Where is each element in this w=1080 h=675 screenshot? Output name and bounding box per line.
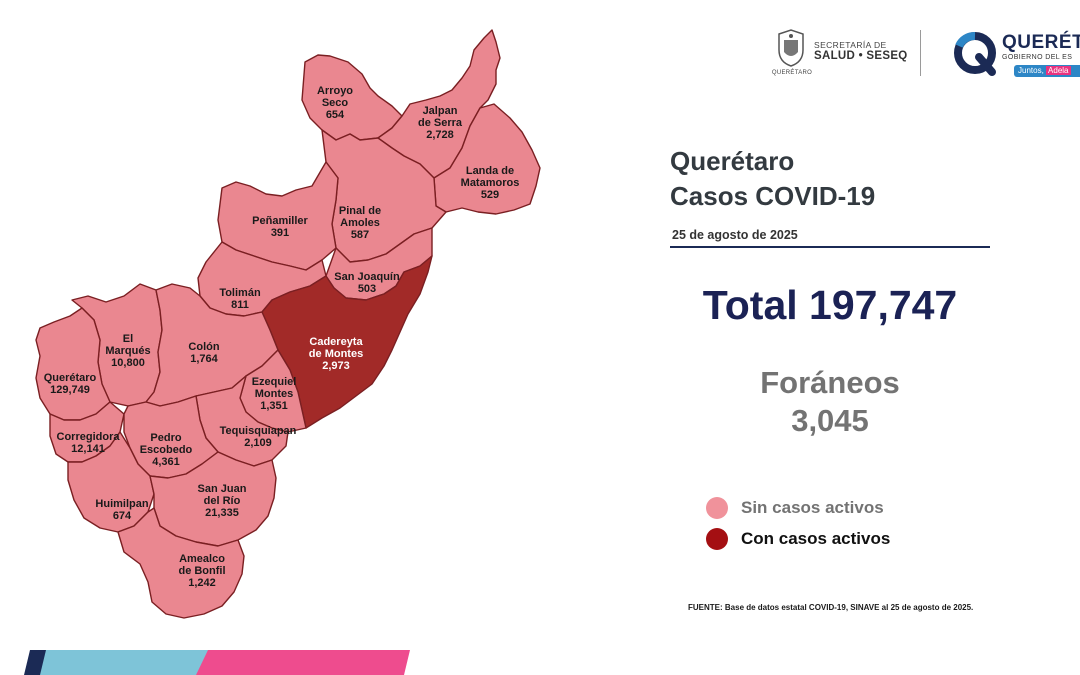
municipality-name: Jalpan bbox=[423, 105, 458, 117]
title-line1: Querétaro bbox=[670, 146, 795, 176]
municipality-label-arroyo-seco: Arroyo Seco 654 bbox=[317, 85, 353, 121]
municipality-label-landa-de-matamoros: Landa de Matamoros 529 bbox=[461, 165, 520, 201]
decorative-bottom-stripe bbox=[24, 650, 410, 675]
municipality-label-pedro-escobedo: Pedro Escobedo 4,361 bbox=[140, 432, 193, 468]
secretaria-line1: SECRETARÍA DE bbox=[814, 40, 887, 50]
municipality-arroyo-seco bbox=[301, 54, 403, 141]
municipality-label-san-juan-del-rio: San Juan del Río 21,335 bbox=[198, 483, 247, 519]
case-count: 654 bbox=[326, 109, 345, 121]
case-count: 674 bbox=[113, 510, 132, 522]
municipality-name: Arroyo bbox=[317, 85, 353, 97]
municipality-label-jalpan-de-serra: Jalpan de Serra 2,728 bbox=[418, 105, 463, 141]
case-count: 529 bbox=[481, 189, 499, 201]
date-divider bbox=[670, 246, 990, 248]
case-count: 503 bbox=[358, 283, 376, 295]
municipality-label-colon: Colón 1,764 bbox=[188, 341, 219, 365]
case-count: 811 bbox=[231, 299, 249, 311]
case-count: 2,109 bbox=[244, 437, 272, 449]
municipality-name: del Río bbox=[204, 495, 241, 507]
municipality-label-penamiller: Peñamiller 391 bbox=[252, 215, 308, 239]
queretaro-map: Arroyo Seco 654 Jalpan de Serra 2,728 Landa de… bbox=[35, 29, 541, 619]
municipality-name: Seco bbox=[322, 97, 349, 109]
municipality-name: Querétaro bbox=[44, 372, 97, 384]
page-title: Querétaro Casos COVID-19 bbox=[670, 144, 875, 214]
municipality-name: Pinal de bbox=[339, 205, 381, 217]
municipality-label-corregidora: Corregidora 12,141 bbox=[57, 431, 121, 455]
municipality-name: Matamoros bbox=[461, 177, 520, 189]
municipality-label-el-marques: El Marqués 10,800 bbox=[105, 333, 150, 369]
foraneos-label: Foráneos bbox=[760, 365, 900, 400]
municipality-name: Tequisquiapan bbox=[220, 425, 297, 437]
municipality-amealco-de-bonfil bbox=[117, 507, 245, 619]
municipality-name: San Joaquín bbox=[334, 271, 400, 283]
brand-name: QUERÉTA bbox=[1002, 32, 1080, 53]
municipality-name: de Montes bbox=[309, 348, 363, 360]
source-note: FUENTE: Base de datos estatal COVID-19, … bbox=[688, 603, 974, 612]
municipality-name: Landa de bbox=[466, 165, 514, 177]
municipality-name: Tolimán bbox=[219, 287, 261, 299]
legend-label-con: Con casos activos bbox=[741, 529, 891, 548]
slogan-part-a: Juntos, bbox=[1018, 66, 1044, 75]
queretaro-q-logo-icon bbox=[954, 32, 996, 76]
municipality-name: Escobedo bbox=[140, 444, 193, 456]
municipality-name: Peñamiller bbox=[252, 215, 308, 227]
case-count: 1,764 bbox=[190, 353, 218, 365]
case-count: 587 bbox=[351, 229, 369, 241]
title-line2: Casos COVID-19 bbox=[670, 181, 876, 211]
municipality-name: Colón bbox=[188, 341, 219, 353]
municipality-label-toliman: Tolimán 811 bbox=[219, 287, 261, 311]
slogan-badge: Juntos, Adela bbox=[1014, 65, 1080, 77]
municipality-name: Corregidora bbox=[57, 431, 121, 443]
foraneos-value: 3,045 bbox=[791, 403, 869, 438]
municipality-name: de Bonfil bbox=[178, 565, 225, 577]
brand-subtitle: GOBIERNO DEL ES bbox=[1002, 54, 1073, 61]
municipality-name: Montes bbox=[255, 388, 294, 400]
municipality-label-amealco-de-bonfil: Amealco de Bonfil 1,242 bbox=[178, 553, 225, 589]
case-count: 1,351 bbox=[260, 400, 288, 412]
municipality-label-san-joaquin: San Joaquín 503 bbox=[334, 271, 400, 295]
case-count: 129,749 bbox=[50, 384, 90, 396]
slogan-part-b: Adela bbox=[1046, 66, 1071, 75]
municipality-name: Pedro bbox=[150, 432, 181, 444]
municipality-name: de Serra bbox=[418, 117, 463, 129]
case-count: 2,973 bbox=[322, 360, 350, 372]
legend-swatch-con bbox=[706, 528, 728, 550]
case-count: 10,800 bbox=[111, 357, 145, 369]
case-count: 21,335 bbox=[205, 507, 239, 519]
municipality-label-ezequiel-montes: Ezequiel Montes 1,351 bbox=[252, 376, 297, 412]
case-count: 1,242 bbox=[188, 577, 216, 589]
municipality-name: Amealco bbox=[179, 553, 225, 565]
case-count: 4,361 bbox=[152, 456, 180, 468]
municipality-label-cadereyta-de-montes: Cadereyta de Montes 2,973 bbox=[309, 336, 364, 372]
header-logos: QUERÉTARO SECRETARÍA DE SALUD • SESEQ QU… bbox=[770, 26, 1080, 82]
case-count: 2,728 bbox=[426, 129, 454, 141]
municipality-name: Ezequiel bbox=[252, 376, 297, 388]
total-cases: Total 197,747 bbox=[702, 282, 958, 328]
secretaria-line2: SALUD • SESEQ bbox=[814, 50, 908, 62]
legend-label-sin: Sin casos activos bbox=[741, 498, 884, 517]
seal-caption: QUERÉTARO bbox=[771, 70, 813, 76]
municipality-name: Cadereyta bbox=[309, 336, 363, 348]
state-seal-icon bbox=[778, 29, 804, 67]
municipality-name: Amoles bbox=[340, 217, 380, 229]
logo-divider bbox=[920, 30, 921, 76]
report-date: 25 de agosto de 2025 bbox=[672, 228, 798, 242]
municipality-label-tequisquiapan: Tequisquiapan 2,109 bbox=[220, 425, 297, 449]
legend-swatch-sin bbox=[706, 497, 728, 519]
municipality-label-huimilpan: Huimilpan 674 bbox=[95, 498, 148, 522]
municipality-label-pinal-de-amoles: Pinal de Amoles 587 bbox=[339, 205, 381, 241]
foraneos-block: Foráneos 3,045 bbox=[670, 364, 990, 440]
case-count: 12,141 bbox=[71, 443, 105, 455]
municipality-name: El bbox=[123, 333, 133, 345]
case-count: 391 bbox=[271, 227, 289, 239]
municipality-name: San Juan bbox=[198, 483, 247, 495]
municipality-name: Marqués bbox=[105, 345, 150, 357]
municipality-label-queretaro: Querétaro 129,749 bbox=[44, 372, 97, 396]
municipality-name: Huimilpan bbox=[95, 498, 148, 510]
